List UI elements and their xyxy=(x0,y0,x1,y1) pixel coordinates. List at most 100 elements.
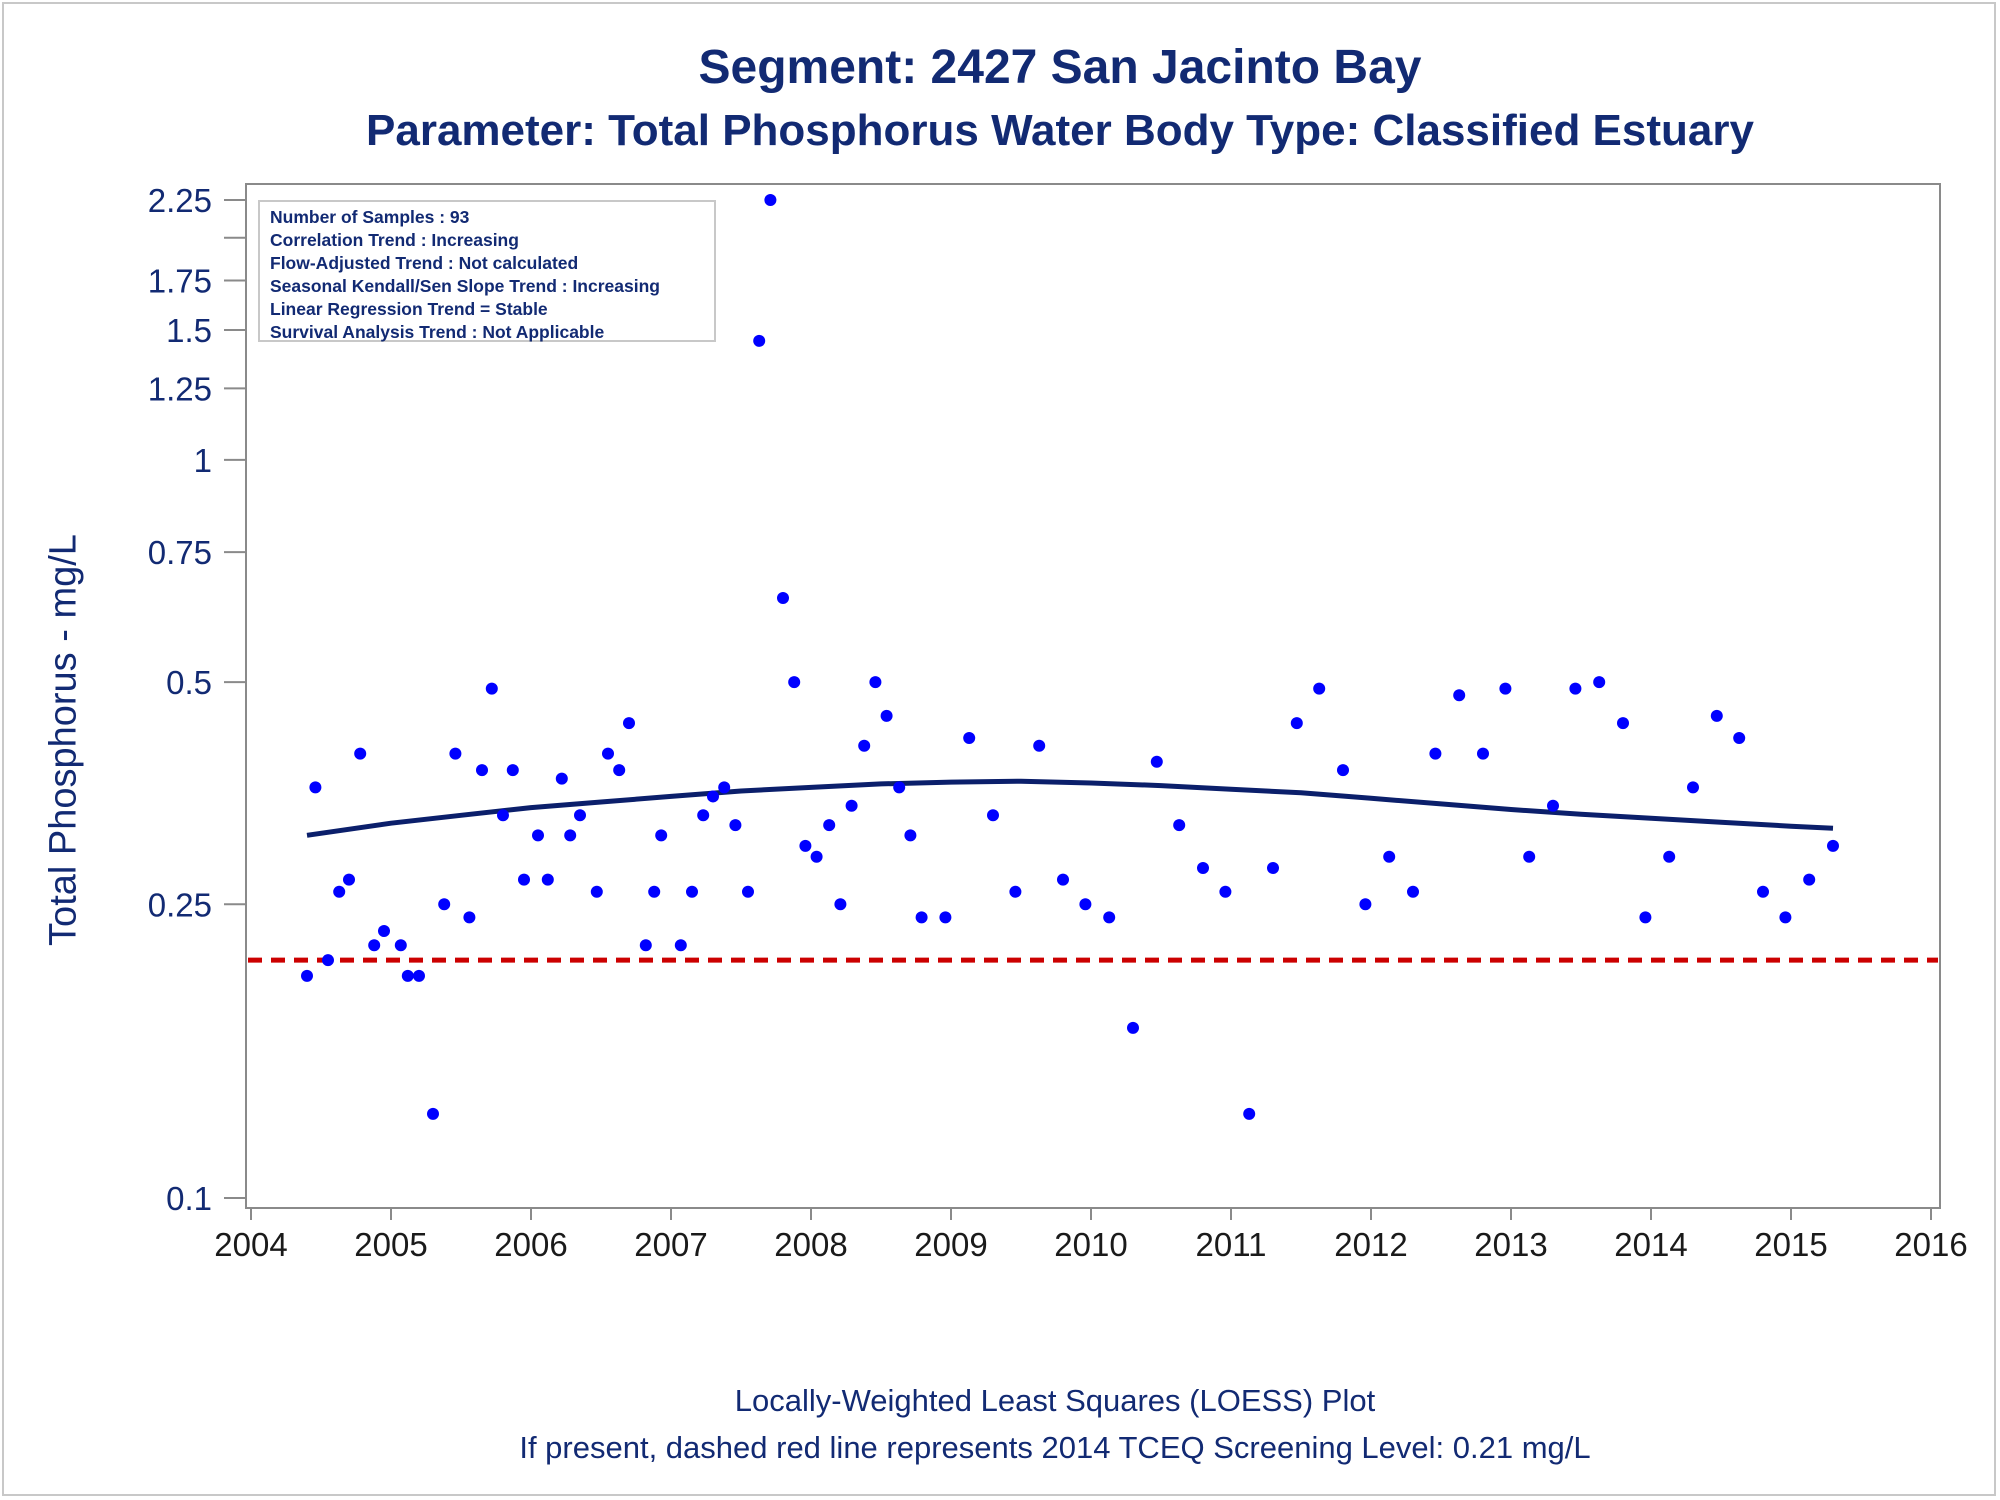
data-point xyxy=(518,873,530,886)
x-tick-label: 2006 xyxy=(494,1226,567,1263)
data-point xyxy=(1453,689,1466,702)
data-point xyxy=(1639,911,1652,924)
data-point xyxy=(655,829,668,842)
data-point xyxy=(858,739,871,752)
y-tick-label: 0.75 xyxy=(148,534,212,571)
data-point xyxy=(1313,682,1326,695)
data-point xyxy=(729,819,742,832)
stats-flow-adjusted-trend: Flow-Adjusted Trend : Not calculated xyxy=(270,253,579,273)
data-point xyxy=(485,682,498,695)
x-tick-label: 2015 xyxy=(1754,1226,1827,1263)
data-point xyxy=(869,676,882,689)
stats-survival-analysis-trend: Survival Analysis Trend : Not Applicable xyxy=(270,322,605,342)
data-point xyxy=(623,717,635,730)
data-point xyxy=(1687,781,1699,794)
data-point xyxy=(718,781,731,794)
data-point xyxy=(845,799,858,812)
x-tick-label: 2005 xyxy=(354,1226,427,1263)
data-point xyxy=(707,790,719,803)
data-point xyxy=(1757,885,1769,898)
stats-correlation-trend: Correlation Trend : Increasing xyxy=(270,230,519,250)
data-point xyxy=(1733,732,1746,745)
data-point xyxy=(1173,819,1186,832)
data-point xyxy=(1383,850,1396,863)
data-point xyxy=(427,1107,439,1120)
data-point xyxy=(1429,747,1442,760)
data-point xyxy=(742,885,754,898)
data-point xyxy=(564,829,577,842)
data-point xyxy=(1337,764,1349,777)
data-point xyxy=(880,709,893,722)
stats-seasonal-kendall-trend: Seasonal Kendall/Sen Slope Trend : Incre… xyxy=(270,276,660,296)
data-point xyxy=(1057,873,1069,886)
data-point xyxy=(1243,1107,1256,1120)
data-point xyxy=(497,809,509,822)
data-point xyxy=(1523,850,1536,863)
y-tick-label: 1.75 xyxy=(148,263,212,300)
data-point xyxy=(463,911,476,924)
loess-curve xyxy=(306,778,1834,838)
stats-linear-regression-trend: Linear Regression Trend = Stable xyxy=(270,299,548,319)
data-point xyxy=(343,873,355,886)
y-tick-label: 0.5 xyxy=(166,664,212,701)
x-tick-label: 2010 xyxy=(1054,1226,1127,1263)
data-point xyxy=(1547,799,1559,812)
data-point xyxy=(1779,911,1792,924)
data-point xyxy=(1290,717,1303,730)
data-point xyxy=(823,819,836,832)
data-point xyxy=(639,939,652,952)
data-point xyxy=(1079,898,1092,911)
data-point xyxy=(674,939,687,952)
x-tick-label: 2007 xyxy=(634,1226,707,1263)
data-point xyxy=(1663,850,1676,863)
data-point xyxy=(697,809,710,822)
data-point xyxy=(1617,717,1629,730)
data-point xyxy=(810,850,823,863)
data-point xyxy=(893,781,906,794)
data-point xyxy=(438,898,451,911)
x-tick-label: 2009 xyxy=(914,1226,987,1263)
data-point xyxy=(354,747,367,760)
chart-title: Segment: 2427 San Jacinto Bay xyxy=(698,41,1422,94)
data-point xyxy=(322,954,334,967)
data-point xyxy=(686,885,698,898)
data-point xyxy=(963,732,976,745)
y-tick-label: 0.1 xyxy=(166,1180,212,1217)
footnote-loess: Locally-Weighted Least Squares (LOESS) P… xyxy=(734,1383,1376,1418)
x-tick-label: 2004 xyxy=(214,1226,287,1263)
footnote-screening-level: If present, dashed red line represents 2… xyxy=(519,1430,1591,1465)
x-tick-label: 2012 xyxy=(1334,1226,1407,1263)
data-point xyxy=(788,676,801,689)
data-point xyxy=(648,885,661,898)
y-tick-label: 0.25 xyxy=(148,886,212,923)
data-point xyxy=(764,194,777,206)
stats-sample-count: Number of Samples : 93 xyxy=(270,207,470,227)
x-tick-label: 2016 xyxy=(1894,1226,1967,1263)
x-tick-label: 2011 xyxy=(1196,1226,1267,1263)
y-tick-label: 1 xyxy=(194,442,212,479)
data-point xyxy=(1407,885,1419,898)
data-point xyxy=(532,829,544,842)
data-point xyxy=(904,829,917,842)
data-point xyxy=(1197,861,1209,874)
data-point xyxy=(1150,755,1163,768)
data-point xyxy=(613,764,626,777)
data-point xyxy=(1359,898,1372,911)
data-point xyxy=(799,839,812,852)
x-tick-label: 2008 xyxy=(774,1226,847,1263)
y-tick-label: 1.25 xyxy=(148,370,212,407)
data-point xyxy=(449,747,462,760)
data-point xyxy=(1499,682,1512,695)
data-point xyxy=(506,764,519,777)
y-tick-label: 1.5 xyxy=(166,312,212,349)
data-point xyxy=(555,772,568,785)
data-point xyxy=(987,809,999,822)
data-point xyxy=(1103,911,1116,924)
data-point xyxy=(1009,885,1022,898)
data-point xyxy=(333,885,346,898)
data-point xyxy=(1803,873,1816,886)
y-tick-label: 2.25 xyxy=(148,182,212,219)
data-point xyxy=(394,939,407,952)
data-point xyxy=(301,969,313,982)
